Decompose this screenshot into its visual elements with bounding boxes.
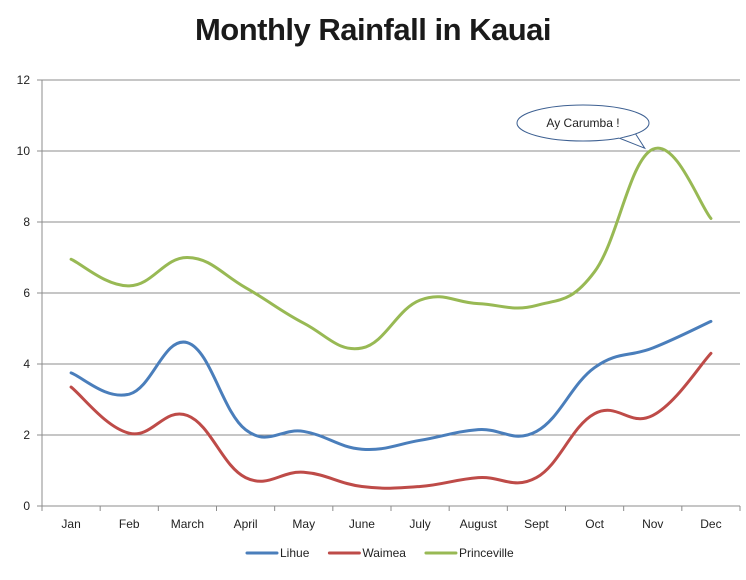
x-tick-label: March [171,517,204,531]
y-tick-label: 8 [23,215,30,229]
y-tick-label: 4 [23,357,30,371]
y-tick-labels: 0 2 4 6 8 10 12 [17,73,31,513]
x-tick-label: April [234,517,258,531]
callout-bubble [516,104,650,142]
x-tick-labels: Jan Feb March April May June July August Sept Oct… [61,517,721,531]
series-line-lihue [69,319,713,451]
y-tick-label: 2 [23,428,30,442]
legend-label-princeville: Princeville [459,546,514,560]
legend-label-waimea: Waimea [362,546,406,560]
x-tick-label: August [460,517,498,531]
y-tick-label: 10 [17,144,31,158]
chart-title: Monthly Rainfall in Kauai [194,12,552,47]
x-tick-label: July [409,517,430,531]
series-line-waimea [69,351,713,490]
x-tick-label: Feb [119,517,140,531]
x-tick-label: June [349,517,375,531]
axes [37,79,741,511]
annotation-callout: Ay Carumba ! [516,104,650,150]
x-tick-label: Oct [585,517,604,531]
legend: Lihue Waimea Princeville [245,546,514,560]
legend-label-lihue: Lihue [280,546,310,560]
callout-text: Ay Carumba ! [546,116,619,130]
x-tick-label: Sept [524,517,549,531]
callout-joint [618,131,636,138]
y-tick-label: 12 [17,73,31,87]
y-tick-label: 6 [23,286,30,300]
x-tick-label: Dec [700,517,721,531]
x-tick-label: Jan [61,517,80,531]
x-tick-label: May [292,517,315,531]
y-tick-label: 0 [23,499,30,513]
x-tick-label: Nov [642,517,663,531]
series-line-princeville [69,146,713,351]
series-lines [69,146,713,490]
